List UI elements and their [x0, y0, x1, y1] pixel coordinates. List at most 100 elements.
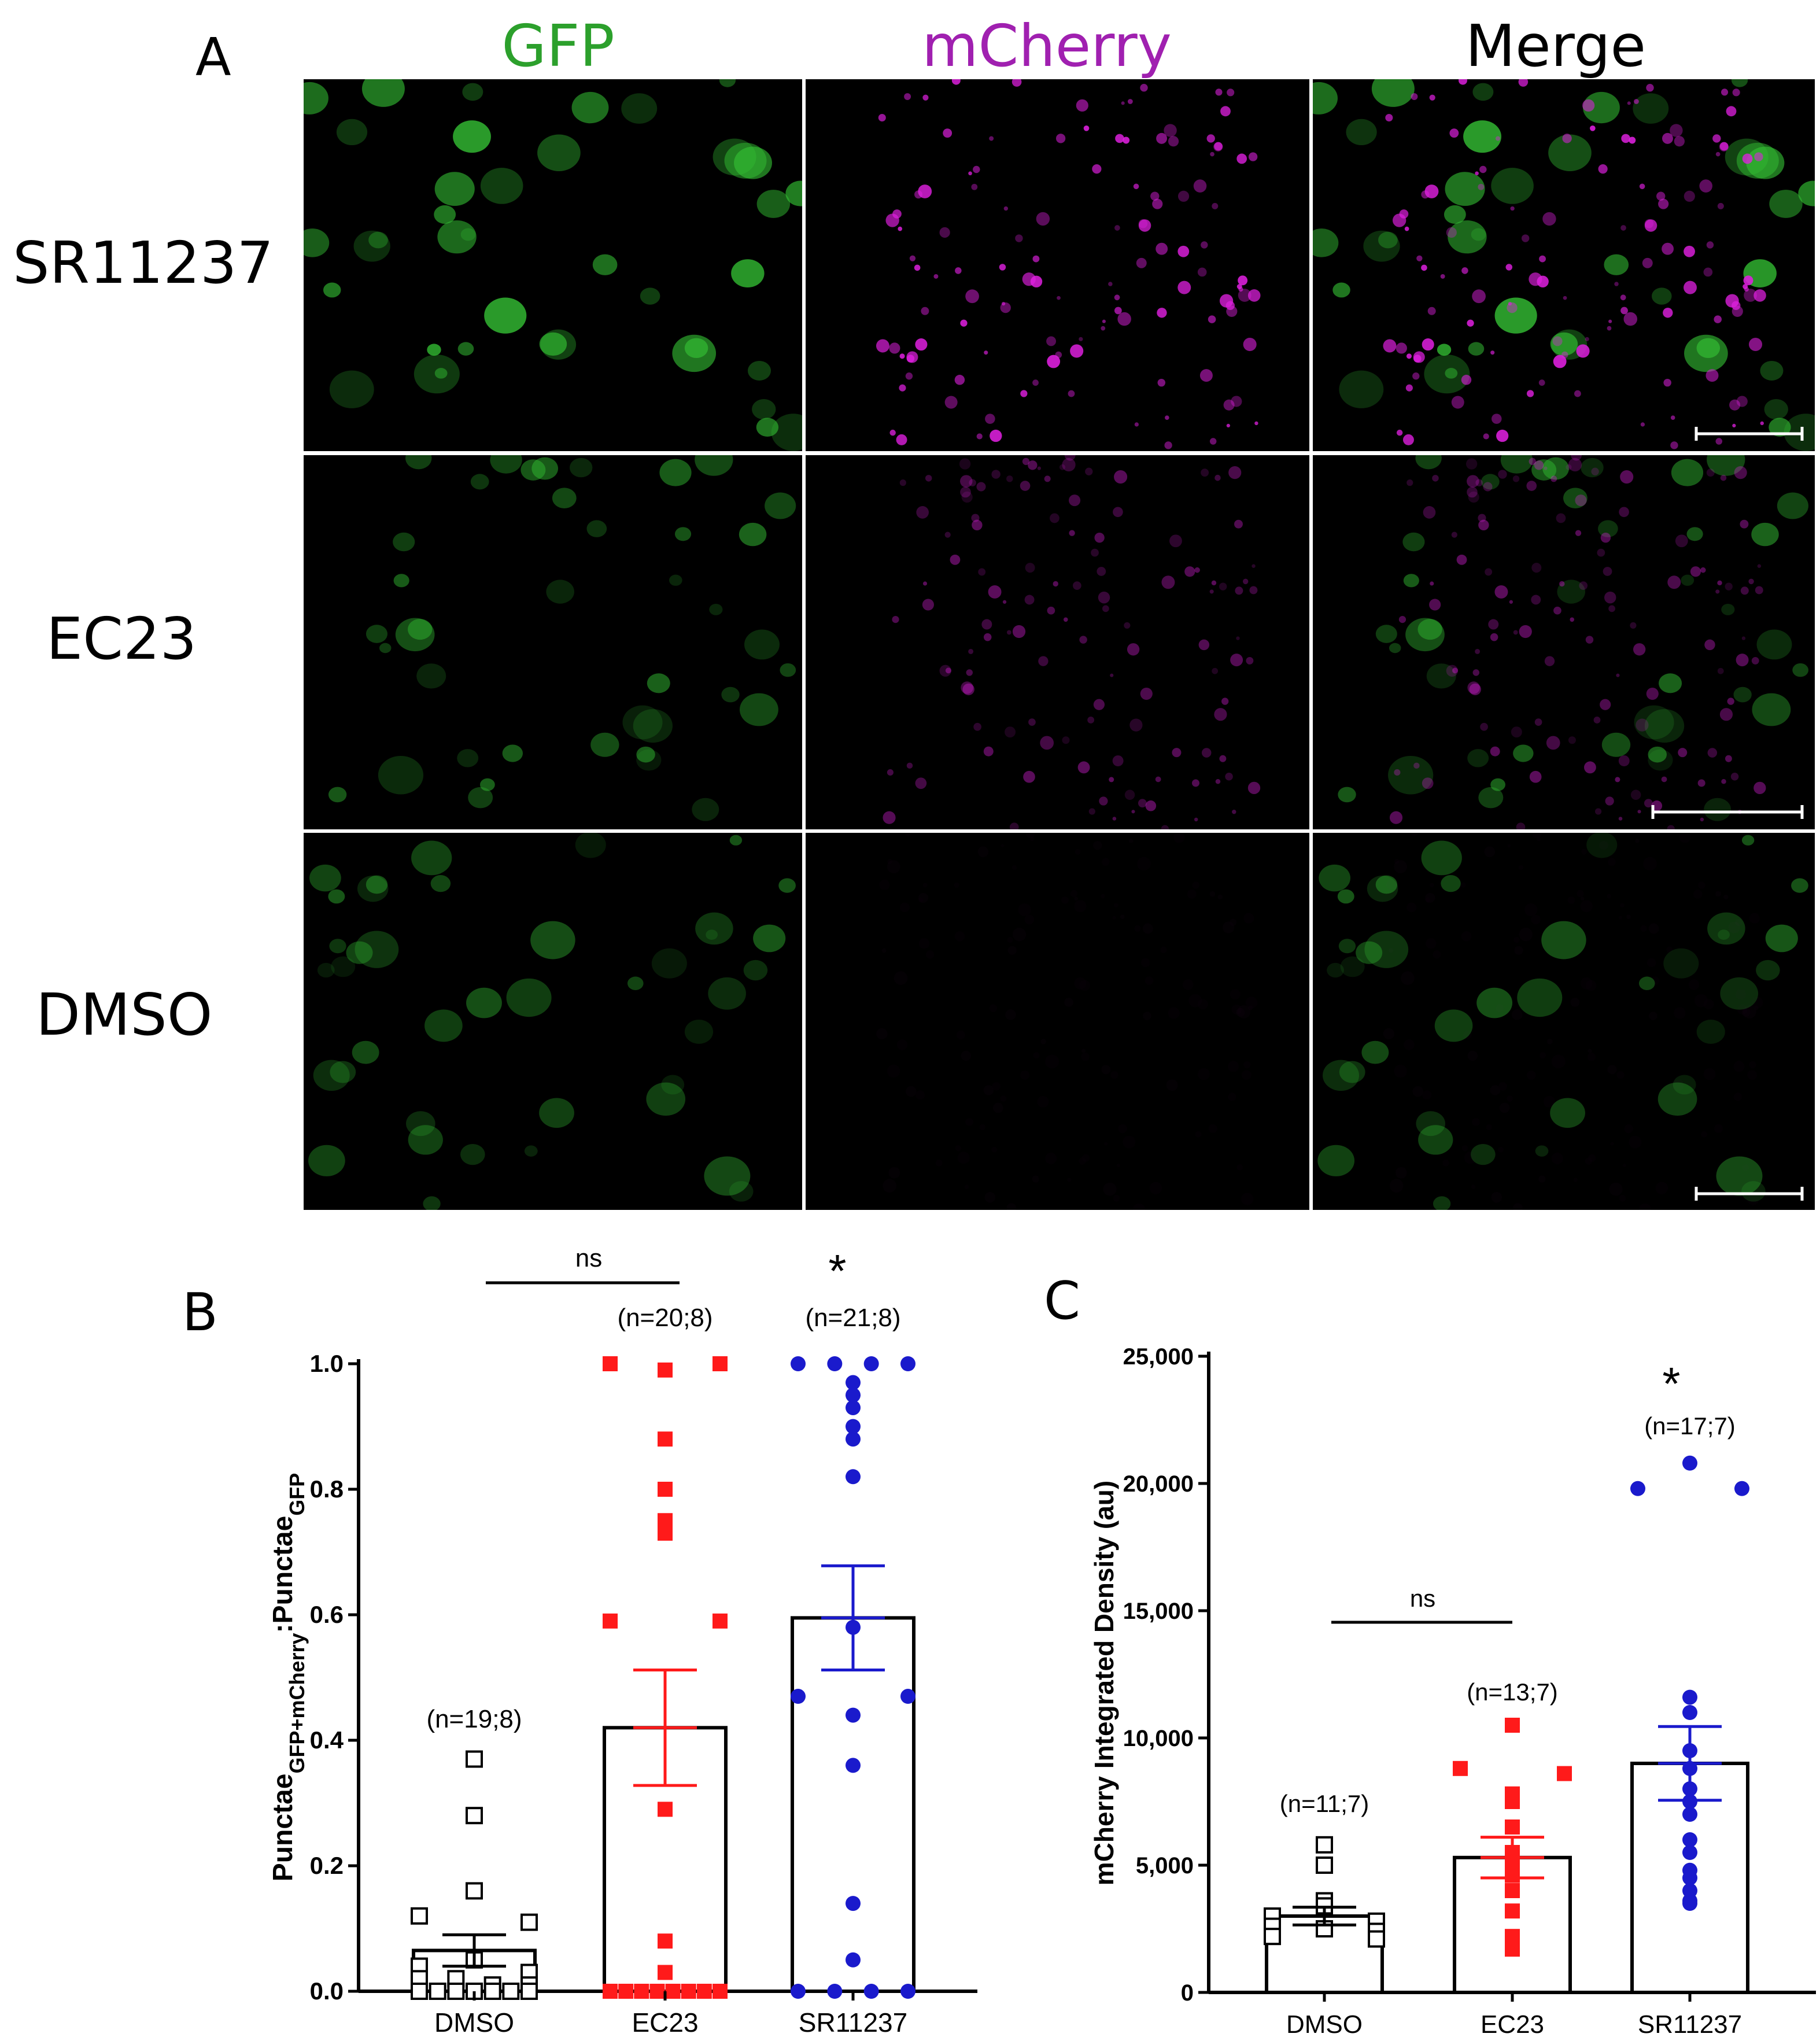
mcherry-punctum [1620, 903, 1625, 907]
mcherry-punctum [1478, 514, 1486, 522]
data-point [502, 1983, 520, 2000]
mcherry-punctum [1607, 1065, 1616, 1074]
data-point [681, 1984, 696, 1999]
mcherry-punctum [1609, 1183, 1623, 1196]
mcherry-punctum [887, 860, 900, 873]
gfp-cell [434, 205, 456, 224]
mcherry-punctum [1539, 255, 1546, 263]
gfp-cell [1604, 254, 1629, 275]
gfp-cell [674, 527, 692, 541]
mcherry-punctum [955, 931, 965, 942]
mcherry-punctum [1422, 777, 1434, 789]
y-tick-label: 0.0 [310, 1977, 344, 2005]
gfp-cell [661, 1075, 685, 1095]
gfp-cell [1798, 180, 1815, 206]
mcherry-punctum [1442, 1160, 1449, 1167]
mcherry-punctum [918, 184, 932, 198]
mcherry-punctum [1198, 1068, 1210, 1080]
gfp-cell [1542, 457, 1569, 480]
gfp-cell [1659, 673, 1682, 693]
gfp-cell [1388, 755, 1434, 795]
mcherry-punctum [1639, 183, 1645, 190]
mcherry-punctum [1112, 817, 1117, 821]
mcherry-punctum [1575, 494, 1587, 507]
gfp-cell [1686, 527, 1703, 541]
mcherry-punctum [951, 79, 961, 85]
micrograph-svg [876, 79, 1261, 449]
mcherry-punctum [1537, 275, 1549, 287]
mcherry-punctum [988, 585, 1002, 599]
mcherry-punctum [1212, 667, 1219, 674]
mcherry-punctum [1582, 99, 1595, 112]
data-point [1682, 1870, 1697, 1885]
mcherry-punctum [1402, 434, 1414, 445]
mcherry-punctum [1194, 817, 1198, 822]
mcherry-punctum [1526, 390, 1534, 397]
gfp-cell [627, 976, 644, 990]
gfp-cell [1463, 120, 1501, 153]
mcherry-punctum [990, 1004, 998, 1012]
mcherry-punctum [1465, 458, 1478, 470]
mcherry-punctum [1478, 519, 1489, 531]
mcherry-punctum [1505, 264, 1513, 271]
mcherry-punctum [1398, 616, 1406, 623]
mcherry-punctum [1519, 625, 1532, 638]
mcherry-punctum [1552, 336, 1563, 346]
micrograph-grid [304, 79, 1815, 1210]
mcherry-punctum [1032, 1176, 1039, 1183]
data-point [863, 1984, 879, 1999]
gfp-cell [651, 948, 687, 979]
mcherry-punctum [1249, 586, 1258, 595]
data-point [846, 1419, 861, 1434]
data-point [1557, 1766, 1572, 1781]
gfp-cell [353, 230, 390, 262]
micrograph-sr11237-mcherry [806, 79, 1309, 451]
mcherry-punctum [1129, 839, 1134, 843]
data-point [900, 1984, 915, 1999]
mcherry-punctum [1114, 307, 1122, 315]
gfp-cell [416, 663, 446, 689]
mcherry-punctum [1040, 1039, 1046, 1045]
mcherry-punctum [926, 950, 934, 958]
mcherry-punctum [1002, 600, 1007, 604]
gfp-cell [502, 744, 523, 762]
mcherry-punctum [1635, 839, 1640, 843]
mcherry-punctum [1247, 289, 1261, 302]
mcherry-punctum [1494, 585, 1508, 599]
gfp-cell [304, 228, 330, 257]
mcherry-punctum [1757, 564, 1762, 569]
mcherry-punctum [1063, 617, 1068, 622]
mcherry-punctum [1201, 468, 1209, 477]
gfp-cell [1327, 962, 1344, 978]
x-tick-label: DMSO [434, 2007, 514, 2038]
mcherry-punctum [1145, 800, 1157, 811]
mcherry-punctum [1623, 312, 1638, 326]
mcherry-punctum [1115, 134, 1124, 143]
mcherry-punctum [1421, 190, 1430, 199]
mcherry-punctum [1513, 1203, 1522, 1210]
data-point [1505, 1718, 1520, 1733]
mcherry-punctum [905, 372, 913, 380]
mcherry-punctum [1670, 124, 1683, 137]
mcherry-punctum [1005, 726, 1016, 738]
data-point [665, 1984, 681, 1999]
data-point [1505, 1942, 1520, 1957]
data-point [713, 1356, 728, 1371]
data-point [658, 1482, 673, 1497]
mcherry-punctum [1608, 858, 1616, 866]
gfp-cell [1707, 455, 1745, 476]
mcherry-punctum [1045, 1153, 1057, 1164]
mcherry-punctum [1625, 1124, 1633, 1133]
mcherry-punctum [1571, 455, 1582, 461]
gfp-cell [1434, 1009, 1473, 1042]
data-point [658, 1965, 673, 1980]
mcherry-punctum [1198, 639, 1210, 651]
mcherry-punctum [1209, 1124, 1217, 1133]
mcherry-punctum [1104, 1142, 1107, 1146]
micrograph-ec23-merge [1313, 455, 1815, 829]
mcherry-punctum [1404, 226, 1409, 231]
mcherry-punctum [1230, 919, 1236, 926]
mcherry-punctum [1620, 307, 1628, 315]
mcherry-punctum [1656, 191, 1666, 201]
mcherry-punctum [1219, 294, 1234, 308]
